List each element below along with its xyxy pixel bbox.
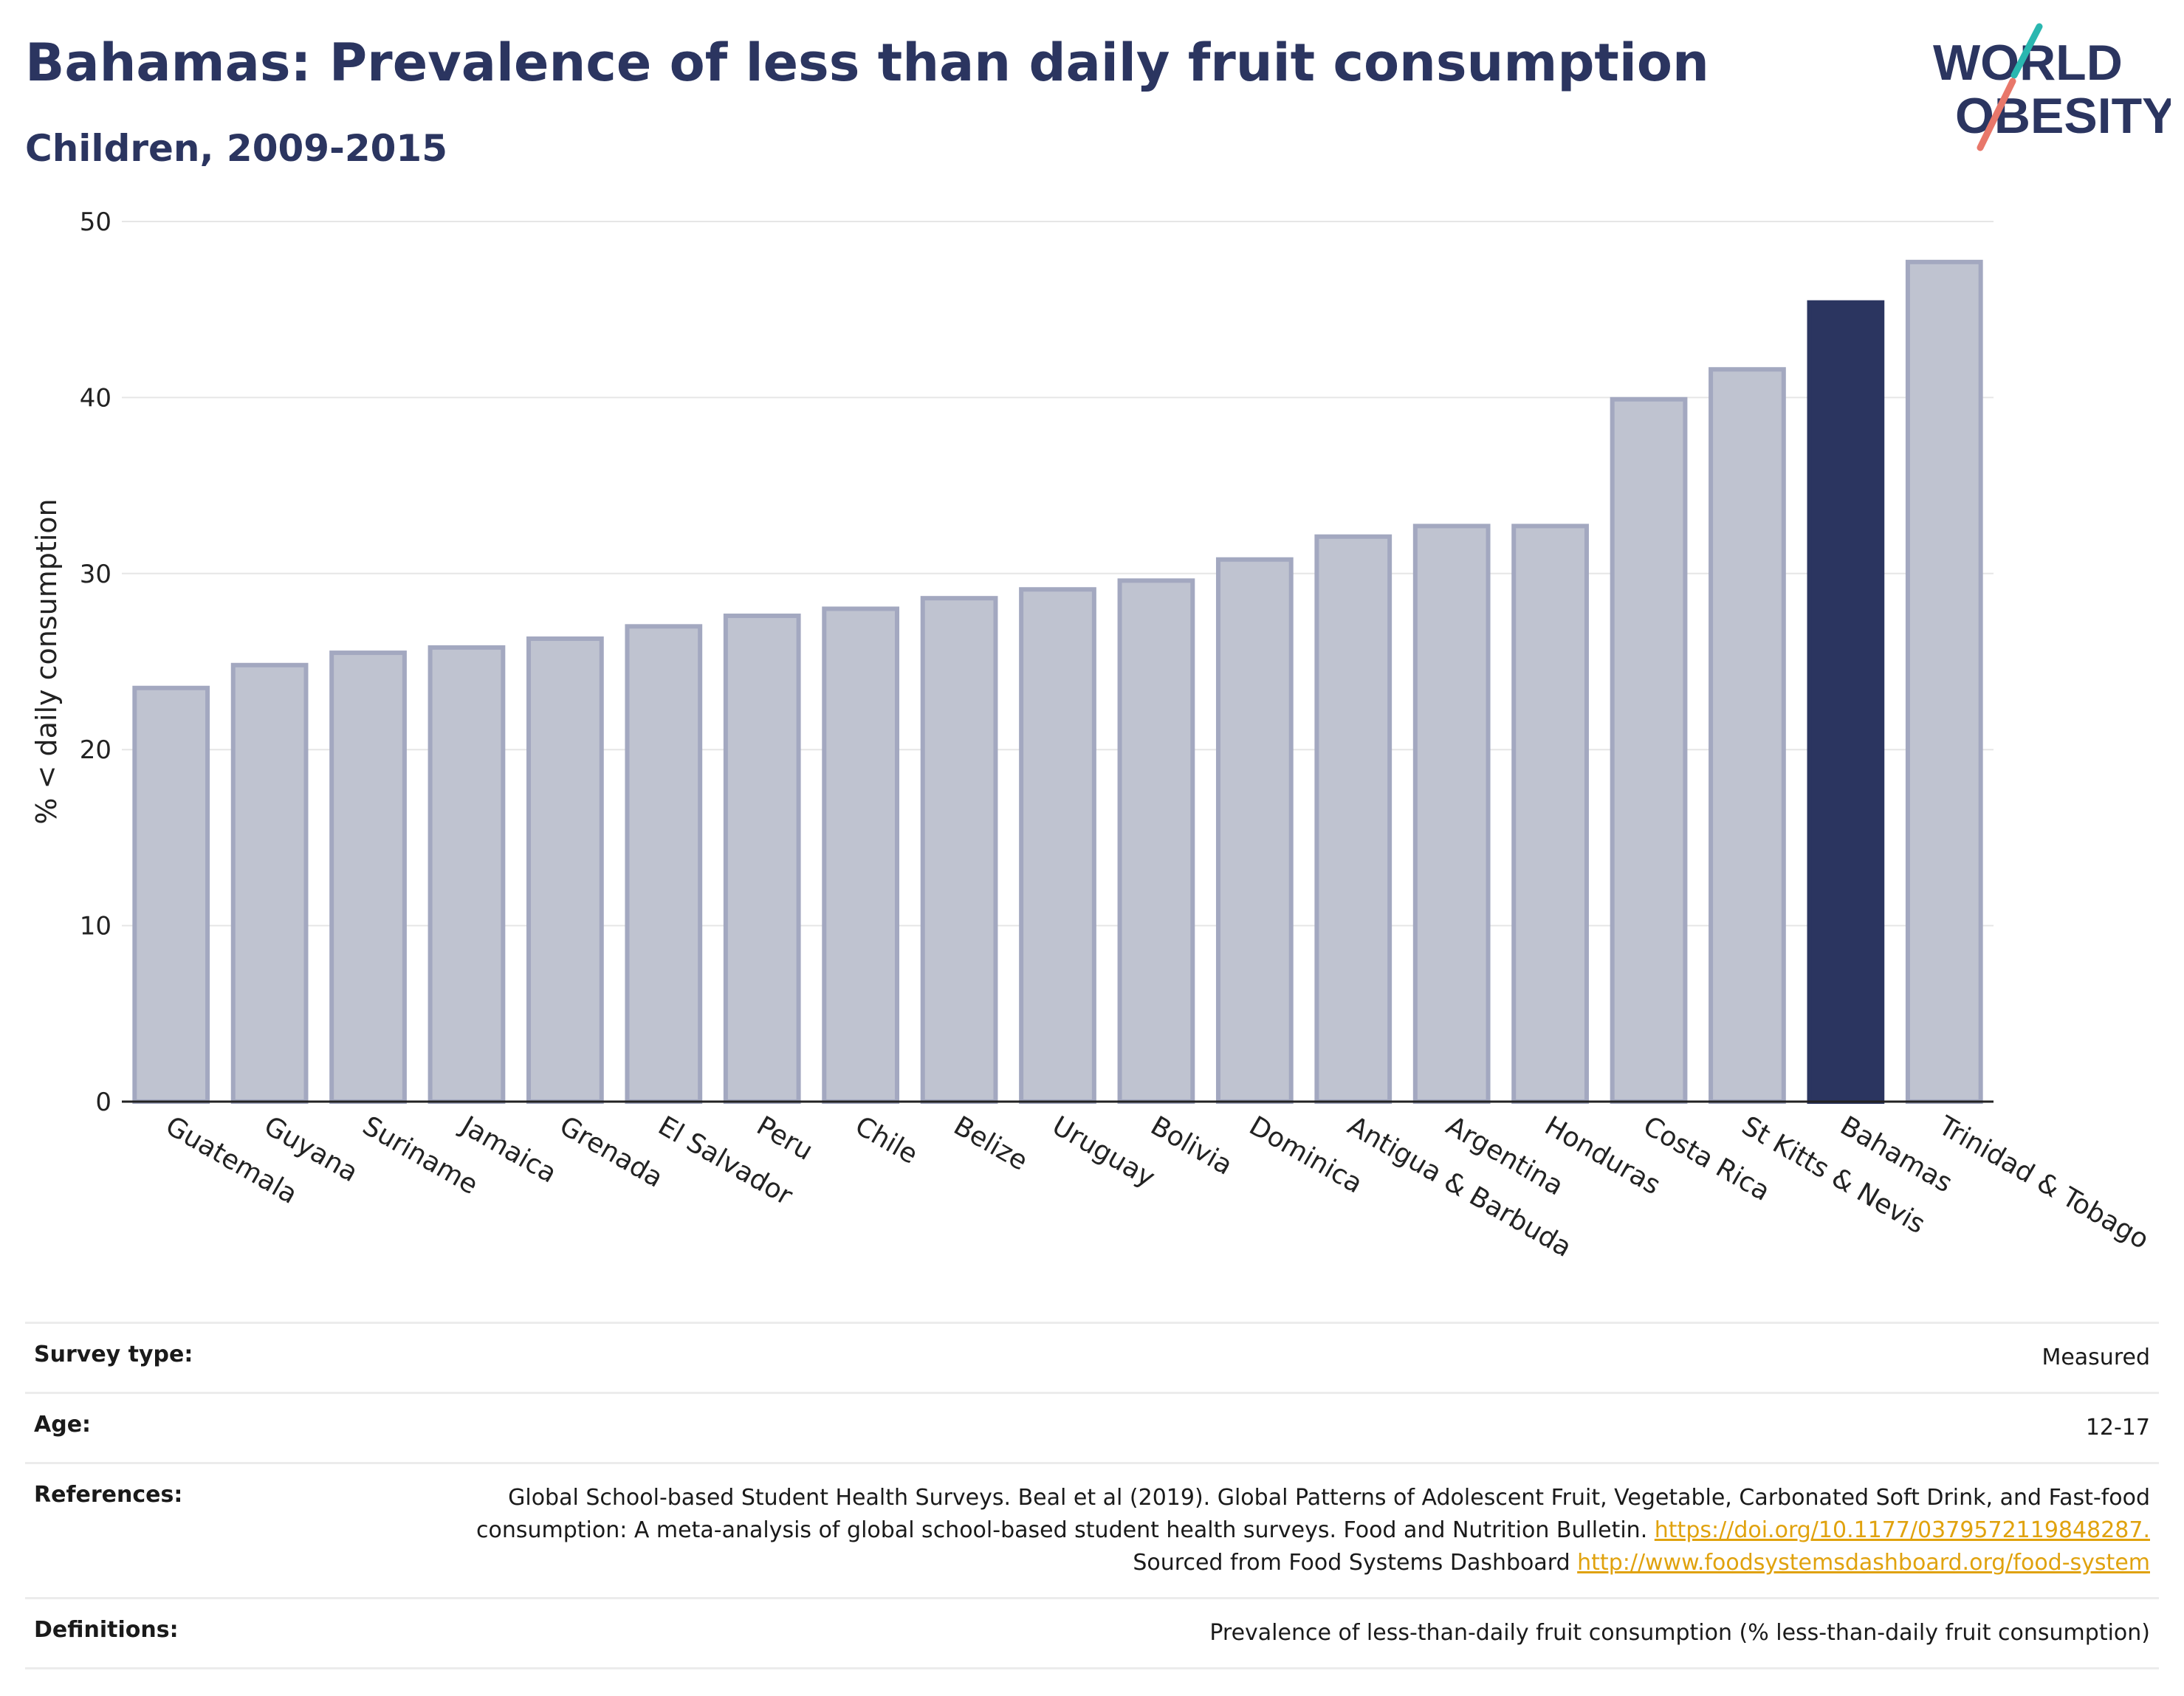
bar [920,596,998,1104]
chart-title: Bahamas: Prevalence of less than daily f… [25,32,1709,93]
chart-subtitle: Children, 2009-2015 [25,127,447,170]
references-value: Global School-based Student Health Surve… [452,1482,2150,1579]
doi-link[interactable]: https://doi.org/10.1177/0379572119848287… [1654,1517,2150,1543]
bar [1905,259,1983,1104]
meta-row-definitions: Definitions: Prevalence of less-than-dai… [25,1597,2159,1669]
bar-highlighted [1807,300,1885,1105]
age-label: Age: [34,1412,92,1438]
bar [230,662,309,1104]
y-tick-label: 40 [80,383,111,413]
survey-type-label: Survey type: [34,1342,193,1367]
logo-slash-teal [2010,23,2043,79]
bars [132,259,1983,1105]
y-tick-label: 0 [95,1088,111,1117]
x-tick-label: Bolivia [1145,1110,1237,1181]
bar [1019,587,1096,1104]
bar [427,645,506,1104]
y-axis-title: % < daily consumption [30,498,63,824]
age-value: 12-17 [2085,1415,2150,1441]
world-obesity-logo: WORLD OBESITY [1933,23,2171,151]
x-tick-label: Uruguay [1047,1110,1160,1193]
bar [1314,534,1393,1104]
logo-word-obesity: OBESITY [1955,88,2171,144]
meta-row-survey-type: Survey type: Measured [25,1322,2159,1392]
food-systems-dashboard-link[interactable]: http://www.foodsystemsdashboard.org/food… [1577,1550,2150,1576]
x-tick-label: Dominica [1244,1110,1367,1199]
bar [1412,523,1491,1104]
definitions-label: Definitions: [34,1617,179,1643]
meta-row-references: References: Global School-based Student … [25,1462,2159,1597]
logo-slash-coral [1977,78,2016,151]
bar [1117,578,1195,1104]
bar [329,650,407,1104]
bar [1215,557,1294,1104]
x-tick-label: Belize [949,1110,1033,1176]
references-text-2: Sourced from Food Systems Dashboard [1133,1550,1578,1576]
bar [1709,367,1786,1105]
definitions-value: Prevalence of less-than-daily fruit cons… [1209,1620,2150,1646]
bar [822,606,900,1104]
bar [723,614,801,1104]
y-tick-label: 30 [80,560,111,589]
survey-type-value: Measured [2042,1345,2150,1370]
bar [526,636,604,1104]
y-tick-label: 20 [80,735,111,765]
y-tick-label: 10 [80,912,111,941]
x-tick-label: Trinidad & Tobago [1933,1110,2154,1255]
bar [1511,523,1589,1104]
meta-row-age: Age: 12-17 [25,1392,2159,1462]
references-text-1: Global School-based Student Health Surve… [475,1485,2150,1543]
y-tick-label: 50 [80,207,111,237]
bar [625,624,703,1104]
x-tick-label: Chile [850,1110,923,1170]
metadata-table: Survey type: Measured Age: 12-17 Referen… [25,1322,2159,1669]
bar [1610,396,1688,1104]
bar [132,685,210,1104]
references-label: References: [34,1482,183,1508]
x-tick-label: Peru [752,1110,818,1167]
x-tick-label: Grenada [554,1110,668,1193]
